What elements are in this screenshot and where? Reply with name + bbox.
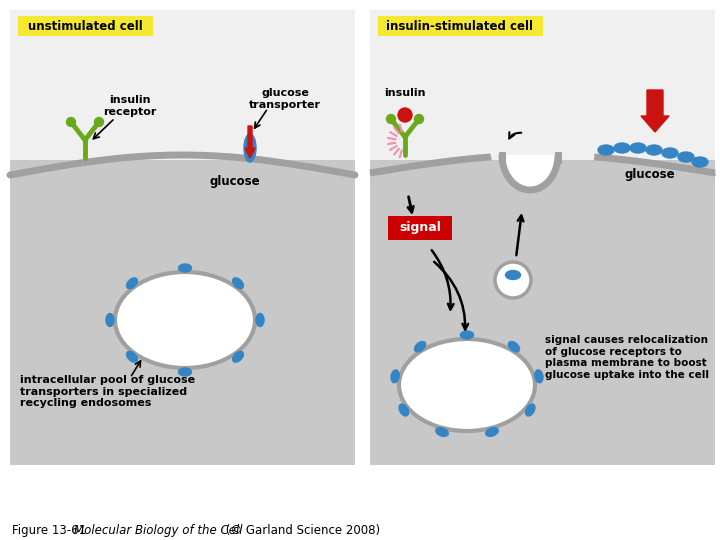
Ellipse shape (505, 271, 521, 280)
Text: insulin
receptor: insulin receptor (103, 95, 157, 117)
Ellipse shape (179, 368, 192, 376)
Bar (10, 10, 355, 160)
Ellipse shape (508, 341, 520, 352)
Text: glucose
transporter: glucose transporter (249, 88, 321, 110)
Ellipse shape (486, 428, 498, 436)
Ellipse shape (233, 352, 243, 362)
Text: insulin: insulin (384, 88, 426, 98)
Ellipse shape (391, 370, 399, 383)
Ellipse shape (179, 264, 192, 272)
Text: unstimulated cell: unstimulated cell (27, 19, 143, 32)
Ellipse shape (526, 404, 535, 416)
Circle shape (495, 262, 531, 298)
Text: Figure 13-61: Figure 13-61 (12, 524, 94, 537)
Ellipse shape (244, 134, 256, 162)
Bar (10, 155, 355, 465)
FancyBboxPatch shape (18, 16, 153, 36)
Ellipse shape (662, 148, 678, 158)
Ellipse shape (630, 143, 646, 153)
Ellipse shape (598, 145, 614, 155)
Ellipse shape (106, 314, 114, 327)
Circle shape (94, 118, 104, 126)
FancyArrow shape (641, 90, 669, 132)
Text: intracellular pool of glucose
transporters in specialized
recycling endosomes: intracellular pool of glucose transporte… (20, 375, 195, 408)
Ellipse shape (115, 272, 255, 368)
Ellipse shape (436, 428, 449, 436)
Text: signal: signal (399, 221, 441, 234)
Bar (370, 155, 715, 465)
Circle shape (398, 108, 412, 122)
Ellipse shape (399, 339, 535, 431)
Ellipse shape (399, 404, 408, 416)
Circle shape (387, 114, 395, 124)
Bar (370, 10, 715, 160)
Text: signal causes relocalization
of glucose receptors to
plasma membrane to boost
gl: signal causes relocalization of glucose … (545, 335, 709, 380)
Ellipse shape (692, 157, 708, 167)
Text: glucose: glucose (625, 168, 675, 181)
Ellipse shape (415, 341, 426, 352)
Ellipse shape (127, 278, 138, 288)
Circle shape (415, 114, 423, 124)
Text: Molecular Biology of the Cell: Molecular Biology of the Cell (74, 524, 243, 537)
Ellipse shape (614, 143, 630, 153)
Ellipse shape (256, 314, 264, 327)
FancyBboxPatch shape (378, 16, 543, 36)
Ellipse shape (233, 278, 243, 288)
Text: glucose: glucose (210, 175, 261, 188)
Ellipse shape (646, 145, 662, 155)
Ellipse shape (127, 352, 138, 362)
Text: insulin-stimulated cell: insulin-stimulated cell (387, 19, 534, 32)
Circle shape (66, 118, 76, 126)
Ellipse shape (678, 152, 694, 162)
FancyArrow shape (245, 126, 255, 158)
Text: (© Garland Science 2008): (© Garland Science 2008) (222, 524, 380, 537)
Ellipse shape (461, 331, 474, 339)
FancyBboxPatch shape (388, 216, 452, 240)
Ellipse shape (535, 370, 543, 383)
